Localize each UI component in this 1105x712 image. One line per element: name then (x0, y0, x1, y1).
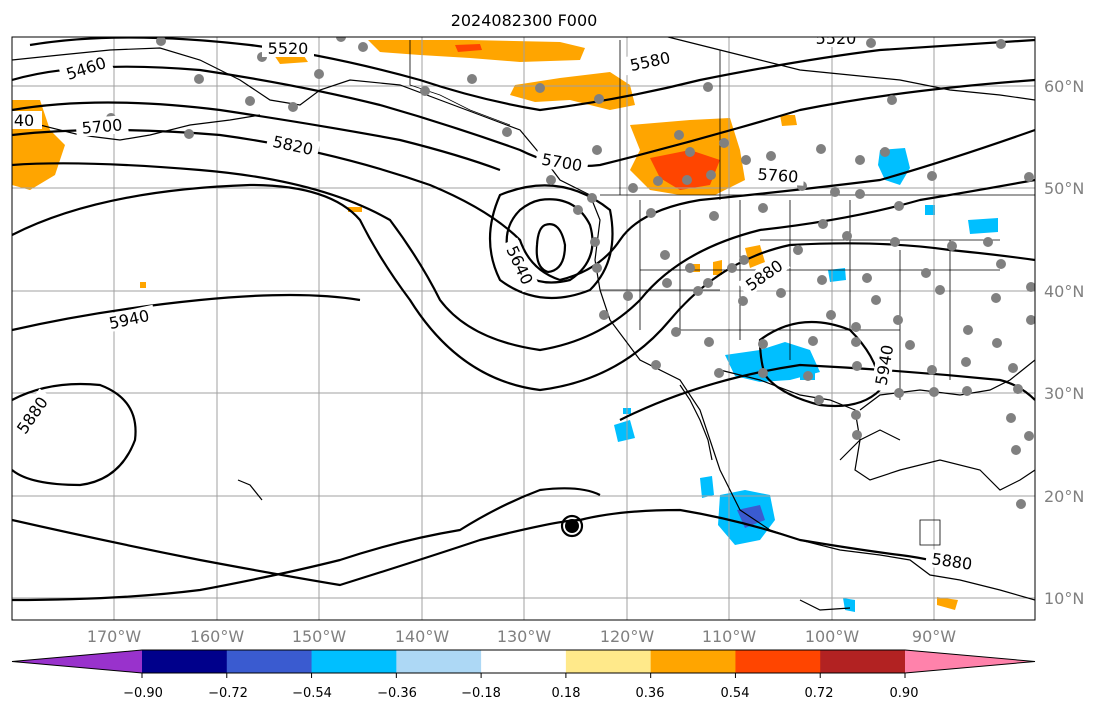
lon-label: 120°W (600, 627, 655, 646)
contour-label: 5760 (757, 165, 799, 187)
lat-label: 10°N (1044, 589, 1084, 608)
colorbar-segment (226, 650, 313, 673)
contour-label: 5820 (271, 132, 315, 159)
colorbar-segment (565, 650, 652, 673)
station-dots (106, 37, 1035, 509)
colorbar-tick-label: −0.54 (292, 686, 332, 701)
lon-label: 90°W (912, 627, 956, 646)
lat-label: 40°N (1044, 282, 1084, 301)
colorbar-tick-label: 0.90 (890, 686, 919, 701)
colorbar-tick-label: 0.72 (805, 686, 834, 701)
contour-label: 5580 (628, 48, 672, 75)
contour-label: 5640 (502, 243, 536, 288)
colorbar-segment (650, 650, 736, 673)
longitude-labels: 170°W 160°W 150°W 140°W 130°W 120°W 110°… (87, 627, 956, 646)
colorbar-tick-label: 0.18 (552, 686, 581, 701)
colorbar-tick-label: 0.54 (721, 686, 750, 701)
colorbar-extend-min (12, 650, 142, 673)
colorbar-segment (481, 650, 567, 673)
contour-label: 5700 (81, 115, 123, 137)
cyclone-center-marker (565, 519, 579, 533)
latitude-labels: 60°N 50°N 40°N 30°N 20°N 10°N (1044, 77, 1084, 608)
lat-label: 30°N (1044, 384, 1084, 403)
lat-label: 20°N (1044, 487, 1084, 506)
colorbar-tick-label: 0.36 (636, 686, 665, 701)
lat-label: 50°N (1044, 179, 1084, 198)
map-area: 5520 5460 5580 5520 40 5700 5820 5700 57… (12, 29, 1035, 620)
colorbar-segment (820, 650, 906, 673)
lon-label: 110°W (702, 627, 757, 646)
lon-label: 150°W (292, 627, 347, 646)
contour-label: 5520 (816, 29, 857, 48)
lon-label: 140°W (395, 627, 450, 646)
contour-label: 5460 (64, 53, 109, 84)
colorbar-extend-max (905, 650, 1035, 673)
negative-shading (614, 148, 998, 612)
contour-label: 40 (14, 111, 34, 130)
colorbar-segment (735, 650, 821, 673)
graticule (12, 37, 1035, 620)
colorbar-segment (396, 650, 482, 673)
contour-label: 5880 (930, 549, 973, 573)
colorbar-segment (142, 650, 228, 673)
lon-label: 160°W (190, 627, 245, 646)
lon-label: 100°W (805, 627, 860, 646)
contour-labels: 5520 5460 5580 5520 40 5700 5820 5700 57… (12, 29, 979, 574)
map-title: 2024082300 F000 (451, 11, 598, 30)
colorbar-tick-labels: −0.90 −0.72 −0.54 −0.36 −0.18 0.18 0.36 … (123, 686, 918, 701)
contour-label: 5520 (268, 39, 309, 58)
positive-shading (12, 40, 958, 610)
lon-label: 170°W (87, 627, 142, 646)
colorbar-segment (311, 650, 397, 673)
colorbar-tick-label: −0.72 (208, 686, 248, 701)
lat-label: 60°N (1044, 77, 1084, 96)
colorbar-tick-label: −0.18 (461, 686, 501, 701)
colorbar: −0.90 −0.72 −0.54 −0.36 −0.18 0.18 0.36 … (11, 649, 1036, 701)
contour-label: 5700 (540, 150, 583, 176)
map-frame (11, 36, 1036, 621)
colorbar-tick-label: −0.36 (377, 686, 417, 701)
colorbar-ticks (141, 673, 906, 678)
contour-label: 5940 (872, 343, 898, 386)
colorbar-segments (11, 649, 1036, 674)
colorbar-tick-label: −0.90 (123, 686, 163, 701)
lon-label: 130°W (497, 627, 552, 646)
